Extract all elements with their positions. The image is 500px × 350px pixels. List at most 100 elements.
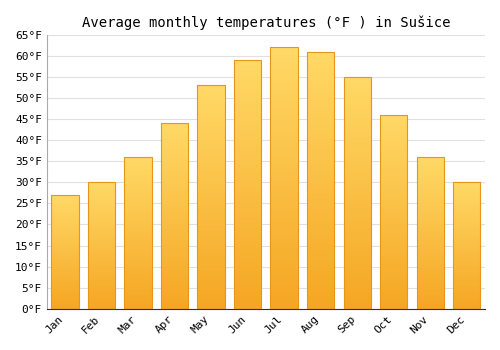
Bar <box>416 265 444 266</box>
Bar <box>307 157 334 160</box>
Bar <box>198 186 225 188</box>
Bar <box>307 214 334 216</box>
Bar <box>344 110 371 112</box>
Bar <box>88 304 116 305</box>
Bar <box>124 268 152 269</box>
Bar <box>234 281 262 284</box>
Bar <box>124 292 152 294</box>
Bar <box>234 157 262 160</box>
Bar <box>198 284 225 286</box>
Bar <box>270 173 298 175</box>
Bar <box>380 219 407 222</box>
Bar <box>344 244 371 246</box>
Bar <box>88 214 116 215</box>
Bar <box>88 284 116 285</box>
Bar <box>307 98 334 100</box>
Bar <box>416 306 444 307</box>
Bar <box>270 170 298 173</box>
Bar <box>344 258 371 260</box>
Bar <box>88 215 116 216</box>
Bar <box>88 254 116 256</box>
Bar <box>344 179 371 181</box>
Bar <box>198 199 225 202</box>
Bar <box>416 236 444 237</box>
Bar <box>270 149 298 152</box>
Bar <box>344 153 371 156</box>
Bar <box>234 92 262 95</box>
Bar <box>453 256 480 257</box>
Bar <box>270 139 298 141</box>
Bar <box>124 266 152 268</box>
Bar <box>234 127 262 130</box>
Bar <box>416 271 444 272</box>
Bar <box>88 273 116 275</box>
Bar <box>270 175 298 178</box>
Bar <box>52 232 79 234</box>
Bar <box>161 197 188 199</box>
Bar <box>124 278 152 280</box>
Bar <box>453 211 480 213</box>
Bar <box>88 287 116 288</box>
Bar <box>52 206 79 208</box>
Bar <box>198 251 225 253</box>
Bar <box>124 295 152 296</box>
Bar <box>380 212 407 214</box>
Bar <box>52 213 79 214</box>
Bar <box>453 258 480 259</box>
Bar <box>198 293 225 295</box>
Bar <box>380 218 407 219</box>
Bar <box>52 275 79 276</box>
Bar <box>124 181 152 183</box>
Bar <box>161 225 188 227</box>
Bar <box>344 126 371 128</box>
Bar <box>344 234 371 237</box>
Bar <box>307 265 334 268</box>
Bar <box>270 280 298 282</box>
Bar <box>198 213 225 215</box>
Bar <box>453 284 480 285</box>
Bar <box>88 291 116 292</box>
Bar <box>380 179 407 181</box>
Bar <box>307 126 334 129</box>
Bar <box>234 286 262 289</box>
Bar <box>161 153 188 155</box>
Bar <box>416 209 444 210</box>
Bar <box>344 214 371 216</box>
Bar <box>380 158 407 160</box>
Bar <box>88 229 116 230</box>
Bar <box>453 195 480 196</box>
Bar <box>416 204 444 205</box>
Bar <box>161 257 188 259</box>
Bar <box>88 244 116 246</box>
Bar <box>52 290 79 292</box>
Bar <box>307 70 334 72</box>
Bar <box>124 159 152 160</box>
Bar <box>416 157 444 309</box>
Bar <box>52 209 79 210</box>
Bar <box>270 288 298 290</box>
Bar <box>416 174 444 175</box>
Bar <box>307 170 334 173</box>
Bar <box>161 172 188 173</box>
Bar <box>453 268 480 270</box>
Bar <box>453 201 480 203</box>
Bar <box>380 121 407 122</box>
Bar <box>88 185 116 186</box>
Bar <box>416 177 444 178</box>
Bar <box>198 103 225 105</box>
Bar <box>124 269 152 271</box>
Bar <box>380 237 407 239</box>
Bar <box>380 228 407 229</box>
Bar <box>270 136 298 139</box>
Bar <box>270 220 298 223</box>
Bar <box>270 257 298 259</box>
Bar <box>344 230 371 232</box>
Bar <box>270 196 298 199</box>
Bar <box>344 293 371 295</box>
Bar <box>52 282 79 284</box>
Bar <box>344 197 371 200</box>
Bar <box>52 286 79 287</box>
Bar <box>344 260 371 262</box>
Bar <box>380 167 407 169</box>
Bar <box>124 163 152 164</box>
